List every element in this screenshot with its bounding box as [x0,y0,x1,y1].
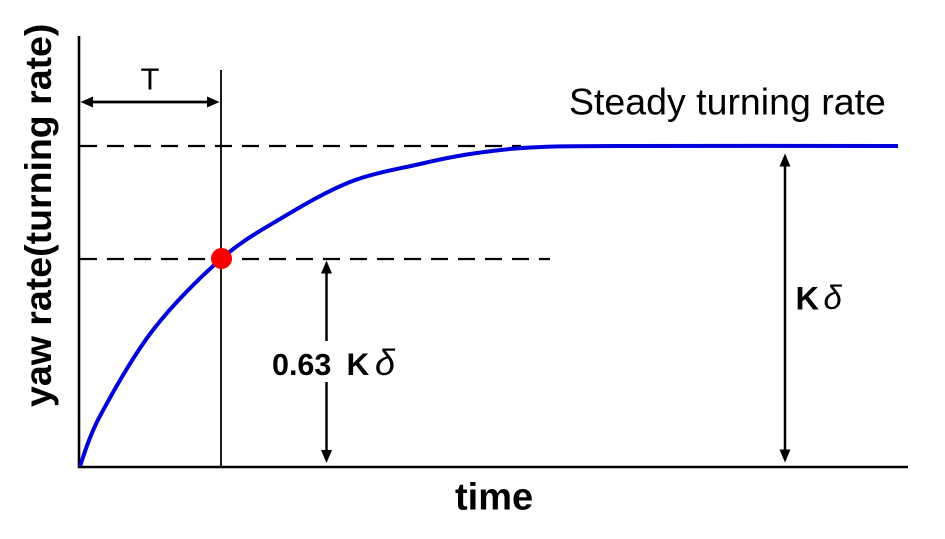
svg-text:K: K [347,346,370,382]
svg-text:δ: δ [824,279,843,316]
svg-text:T: T [141,62,160,97]
svg-text:time: time [455,477,533,519]
svg-text:yaw rate(turning rate): yaw rate(turning rate) [17,24,59,407]
svg-text:0.63: 0.63 [272,348,331,382]
svg-text:K: K [796,281,820,317]
svg-text:Steady turning rate: Steady turning rate [569,81,886,123]
svg-text:δ: δ [375,342,396,383]
